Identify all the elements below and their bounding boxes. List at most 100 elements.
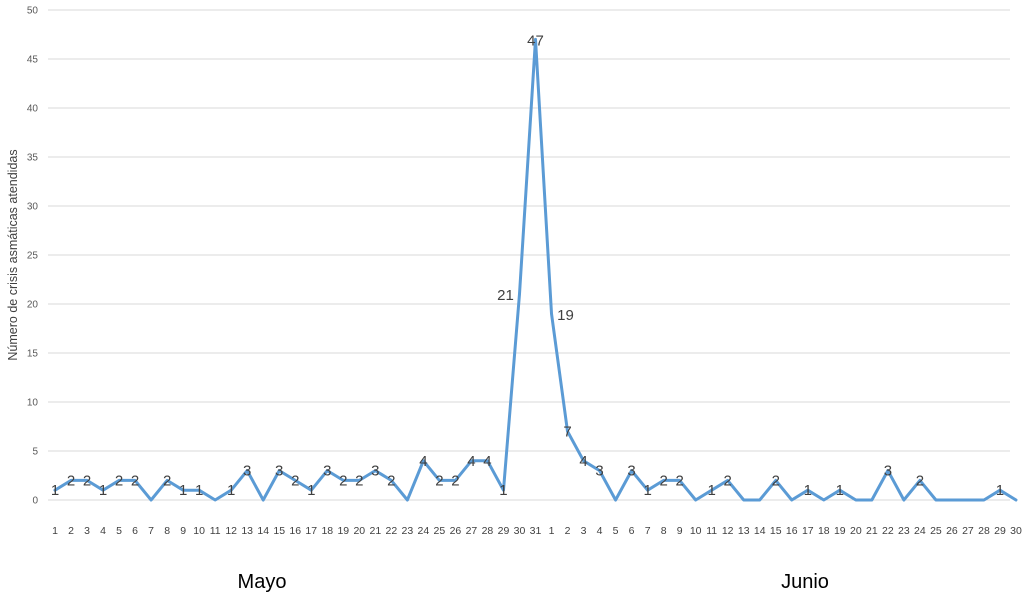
- month-label-mayo: Mayo: [238, 571, 287, 593]
- data-label: 2: [163, 472, 171, 489]
- y-tick-label: 45: [27, 55, 39, 66]
- x-tick-label: 11: [706, 525, 717, 537]
- data-label: 2: [67, 472, 75, 489]
- x-tick-label: 30: [1010, 525, 1022, 537]
- data-label: 1: [996, 482, 1004, 499]
- x-tick-label: 27: [962, 525, 974, 537]
- x-tick-label: 5: [613, 525, 619, 537]
- data-label: 1: [195, 482, 203, 499]
- data-label: 1: [708, 482, 716, 499]
- x-tick-label: 13: [241, 525, 253, 537]
- data-label: 2: [916, 472, 924, 489]
- data-label: 2: [131, 472, 139, 489]
- gridlines: [48, 9, 1010, 501]
- x-tick-label: 4: [100, 525, 106, 537]
- data-label: 2: [387, 472, 395, 489]
- data-label: 7: [563, 423, 571, 440]
- y-tick-label: 20: [27, 300, 39, 311]
- x-tick-label: 30: [514, 525, 526, 537]
- data-label: 2: [339, 472, 347, 489]
- data-label: 3: [595, 463, 603, 480]
- data-label: 2: [675, 472, 683, 489]
- data-label: 2: [772, 472, 780, 489]
- data-label: 21: [497, 287, 514, 304]
- data-label: 2: [115, 472, 123, 489]
- month-label-junio: Junio: [781, 571, 829, 593]
- x-tick-label: 12: [225, 525, 237, 537]
- data-label: 47: [527, 32, 544, 49]
- x-tick-label: 24: [914, 525, 926, 537]
- x-tick-label: 4: [597, 525, 603, 537]
- y-tick-label: 35: [27, 153, 39, 164]
- x-tick-label: 25: [930, 525, 942, 537]
- data-label: 2: [724, 472, 732, 489]
- data-label: 1: [51, 482, 59, 499]
- x-tick-label: 15: [770, 525, 782, 537]
- x-tick-label: 20: [850, 525, 862, 537]
- x-tick-label: 21: [369, 525, 381, 537]
- data-label: 2: [435, 472, 443, 489]
- x-tick-label: 28: [978, 525, 990, 537]
- x-tick-label: 23: [402, 525, 414, 537]
- x-tick-label: 10: [690, 525, 702, 537]
- x-tick-label: 16: [289, 525, 301, 537]
- data-label: 3: [243, 463, 251, 480]
- x-tick-label: 18: [321, 525, 333, 537]
- data-label: 1: [179, 482, 187, 499]
- data-label: 1: [99, 482, 107, 499]
- y-tick-label: 15: [27, 349, 39, 360]
- x-tick-label: 3: [84, 525, 90, 537]
- x-tick-label: 31: [530, 525, 542, 537]
- x-tick-label: 1: [52, 525, 58, 537]
- data-label: 3: [884, 463, 892, 480]
- x-tick-label: 2: [565, 525, 571, 537]
- x-tick-label: 24: [418, 525, 430, 537]
- x-tick-label: 17: [305, 525, 317, 537]
- data-label: 2: [659, 472, 667, 489]
- data-label: 3: [323, 463, 331, 480]
- x-tick-label: 25: [434, 525, 446, 537]
- data-label: 2: [355, 472, 363, 489]
- x-tick-label: 11: [210, 525, 221, 537]
- x-tick-label: 3: [581, 525, 587, 537]
- data-label: 3: [627, 463, 635, 480]
- x-tick-label: 19: [337, 525, 349, 537]
- x-tick-label: 15: [273, 525, 285, 537]
- x-tick-label: 22: [882, 525, 894, 537]
- x-tick-label: 7: [148, 525, 154, 537]
- y-tick-label: 50: [27, 6, 39, 17]
- y-tick-label: 30: [27, 202, 39, 213]
- x-tick-label: 6: [132, 525, 138, 537]
- x-tick-label: 9: [180, 525, 186, 537]
- y-tick-label: 25: [27, 251, 39, 262]
- x-tick-label: 29: [498, 525, 510, 537]
- data-label: 2: [83, 472, 91, 489]
- x-tick-label: 10: [193, 525, 205, 537]
- y-tick-label: 5: [32, 447, 38, 458]
- y-tick-label: 40: [27, 104, 39, 115]
- data-label: 4: [483, 453, 491, 470]
- data-label: 4: [467, 453, 475, 470]
- x-tick-label: 1: [549, 525, 555, 537]
- x-tick-label: 17: [802, 525, 814, 537]
- y-axis-label: Número de crisis asmáticas atendidas: [6, 149, 20, 360]
- x-tick-label: 16: [786, 525, 798, 537]
- x-tick-label: 28: [482, 525, 494, 537]
- x-tick-label: 5: [116, 525, 122, 537]
- data-label: 1: [307, 482, 315, 499]
- x-tick-label: 20: [353, 525, 365, 537]
- x-tick-label: 26: [946, 525, 958, 537]
- x-tick-label: 23: [898, 525, 910, 537]
- data-label: 1: [804, 482, 812, 499]
- x-tick-label: 13: [738, 525, 750, 537]
- data-label: 3: [275, 463, 283, 480]
- x-tick-label: 22: [386, 525, 398, 537]
- x-tick-label: 26: [450, 525, 462, 537]
- data-label: 2: [291, 472, 299, 489]
- series-line-group: [53, 37, 1018, 502]
- x-tick-label: 14: [754, 525, 766, 537]
- data-label: 1: [227, 482, 235, 499]
- data-label: 2: [451, 472, 459, 489]
